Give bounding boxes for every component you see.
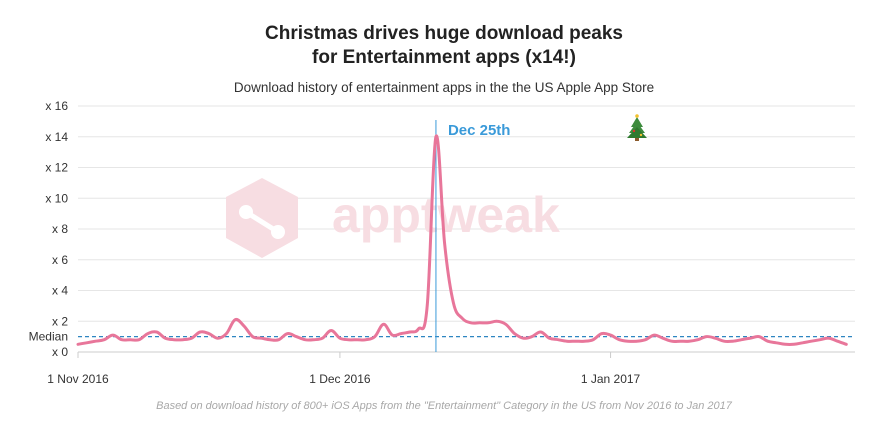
y-tick-label: x 10 [45,191,68,205]
chart-title: Christmas drives huge download peaks for… [0,22,888,70]
y-axis: x 0 x 2 x 4 x 6 x 8 x 10 x 12 x 14 x 16 [45,99,68,359]
x-axis: 1 Nov 2016 1 Dec 2016 1 Jan 2017 [47,351,855,386]
apptweak-watermark: apptweak [226,178,560,258]
x-tick-label: 1 Nov 2016 [47,372,109,386]
chart-title-line-1: Christmas drives huge download peaks [265,23,623,44]
y-tick-label: x 0 [52,345,68,359]
y-tick-label: x 8 [52,222,68,236]
apptweak-logo-icon [226,178,298,258]
median-label: Median [29,330,68,344]
dec-25-annotation: Dec 25th [448,122,511,139]
y-tick-label: x 14 [45,130,68,144]
chart-subtitle: Download history of entertainment apps i… [233,80,655,95]
apptweak-wordmark: apptweak [332,187,560,243]
y-tick-label: x 6 [52,253,68,267]
chart-title-line-2: for Entertainment apps (x14!) [312,47,576,68]
x-tick-label: 1 Dec 2016 [309,372,371,386]
series-line [76,134,848,347]
y-tick-label: x 16 [45,99,68,113]
y-tick-label: x 2 [52,314,68,328]
chart-footnote: Based on download history of 800+ iOS Ap… [156,400,732,412]
y-tick-label: x 12 [45,161,68,175]
x-tick-label: 1 Jan 2017 [581,372,641,386]
y-tick-label: x 4 [52,284,68,298]
christmas-tree-icon [627,114,647,141]
